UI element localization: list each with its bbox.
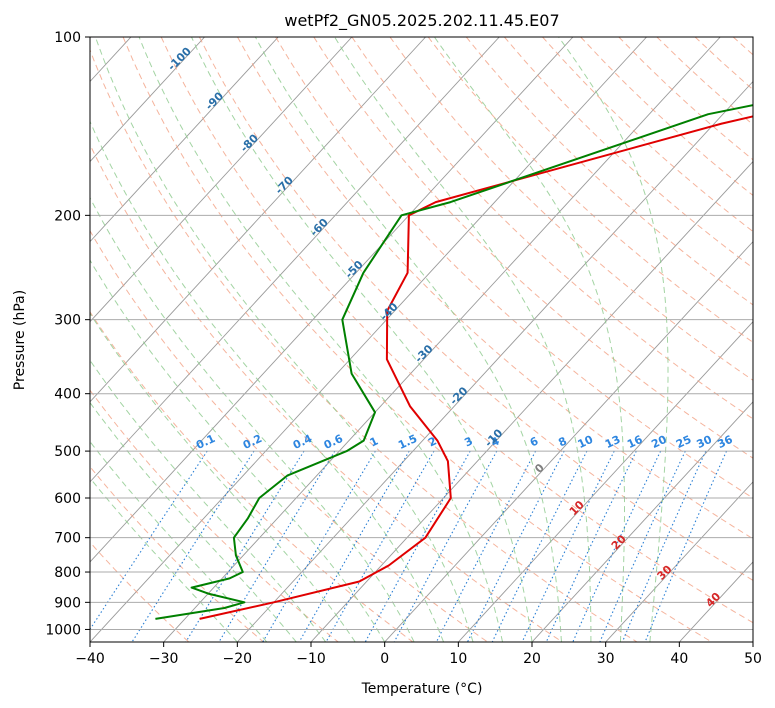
dry-adiabat-line	[427, 37, 753, 343]
dry-adiabat-line	[465, 37, 753, 306]
x-axis-title: Temperature (°C)	[361, 681, 483, 697]
mixing-ratio-line	[298, 450, 410, 642]
mixing-ratio-line	[521, 450, 615, 642]
mixing-ratio-line	[545, 450, 637, 642]
dry-adiabat-line	[90, 143, 563, 642]
isotherm-line	[237, 80, 753, 642]
dewpoint-profile-line	[155, 104, 753, 620]
dry-adiabat-line	[198, 37, 753, 581]
x-tick-label: 40	[670, 651, 688, 667]
isotherm-line	[90, 37, 353, 323]
y-tick-label: 800	[54, 565, 81, 581]
y-tick-label: 300	[54, 313, 81, 329]
isotherm-line	[90, 37, 500, 483]
mixing-ratio-line	[435, 450, 537, 642]
x-tick-label: 50	[744, 651, 762, 667]
moist-adiabat-line	[558, 37, 669, 642]
mixing-ratio-line	[491, 450, 588, 642]
x-tick-label: −40	[75, 651, 105, 667]
isotherm-line	[605, 481, 753, 642]
isotherm-line	[90, 37, 426, 403]
dry-adiabat-line	[90, 465, 264, 642]
y-axis-ticks: 100 200 300 400 500 600 700 800 900 1000	[45, 30, 90, 638]
mixing-ratio-label: 13	[603, 433, 622, 451]
moist-adiabat-line	[90, 196, 415, 642]
mixing-ratio-line	[218, 450, 336, 642]
moist-adiabat-line	[433, 37, 625, 642]
x-tick-label: 0	[380, 651, 389, 667]
mixing-ratio-line	[364, 450, 471, 642]
dry-adiabat-line	[90, 541, 190, 642]
x-tick-label: 10	[449, 651, 467, 667]
isotherm-line	[90, 37, 647, 642]
y-tick-label: 1000	[45, 622, 81, 638]
mixing-ratio-line	[325, 450, 435, 642]
mixing-ratio-line	[90, 450, 208, 631]
dry-adiabat-line	[275, 37, 753, 499]
moist-adiabat-line	[90, 401, 297, 642]
moist-adiabat-line	[334, 37, 592, 642]
isotherm-line	[90, 37, 205, 163]
y-tick-label: 700	[54, 531, 81, 547]
moist-adiabat-line	[90, 312, 356, 642]
dry-adiabat-line	[90, 389, 339, 642]
y-axis-title: Pressure (hPa)	[12, 290, 28, 390]
mixing-ratio-label: 16	[625, 433, 645, 451]
y-tick-label: 500	[54, 444, 81, 460]
plot-background	[90, 37, 753, 642]
isotherm-line	[752, 641, 753, 642]
moist-adiabat-line	[191, 37, 533, 642]
isotherm-line	[458, 321, 753, 642]
x-tick-label: −10	[296, 651, 326, 667]
moist-adiabat-line	[94, 37, 474, 642]
moist-adiabat-line	[254, 37, 562, 642]
moist-adiabat-line	[90, 359, 327, 642]
isotherm-line	[531, 401, 753, 642]
y-tick-label: 900	[54, 595, 81, 611]
dry-adiabat-line	[90, 48, 638, 642]
profile-lines	[155, 104, 753, 620]
y-tick-label: 200	[54, 208, 81, 224]
y-tick-label: 400	[54, 387, 81, 403]
chart-title: wetPf2_GN05.2025.202.11.45.E07	[284, 11, 559, 31]
mixing-ratio-label: 36	[715, 433, 735, 451]
x-tick-label: −30	[149, 651, 179, 667]
dry-adiabat-line	[160, 37, 753, 624]
moist-adiabat-line	[90, 120, 445, 642]
plot-frame	[89, 36, 754, 643]
mixing-ratio-label: 20	[649, 433, 669, 451]
x-tick-label: 20	[523, 651, 541, 667]
dry-adiabat-line	[237, 37, 753, 540]
background-lines	[0, 37, 775, 642]
y-tick-label: 600	[54, 491, 81, 507]
x-axis-ticks: −40 −30 −20 −10 0 10 20 30 40 50	[75, 642, 762, 667]
mixing-ratio-label: 10	[576, 433, 596, 451]
isotherm-line	[90, 37, 574, 563]
mixing-ratio-label: 25	[674, 433, 693, 451]
isotherm-line	[90, 37, 279, 243]
mixing-ratio-label: 30	[695, 433, 715, 451]
moist-adiabat-line	[138, 37, 503, 642]
x-tick-label: −20	[223, 651, 253, 667]
dry-adiabat-line	[771, 37, 775, 642]
mixing-ratio-line	[572, 450, 662, 642]
x-tick-label: 30	[597, 651, 615, 667]
mixing-ratio-line	[467, 450, 565, 642]
isotherm-line	[0, 37, 57, 642]
isobar-grid	[90, 37, 753, 630]
y-tick-label: 100	[54, 30, 81, 46]
isotherm-line	[163, 37, 721, 642]
dry-adiabat-line	[90, 229, 488, 642]
dry-adiabat-line	[313, 37, 753, 459]
isotherm-line	[384, 240, 753, 642]
dry-adiabat-line	[122, 37, 712, 642]
mixing-ratio-line	[393, 450, 498, 642]
